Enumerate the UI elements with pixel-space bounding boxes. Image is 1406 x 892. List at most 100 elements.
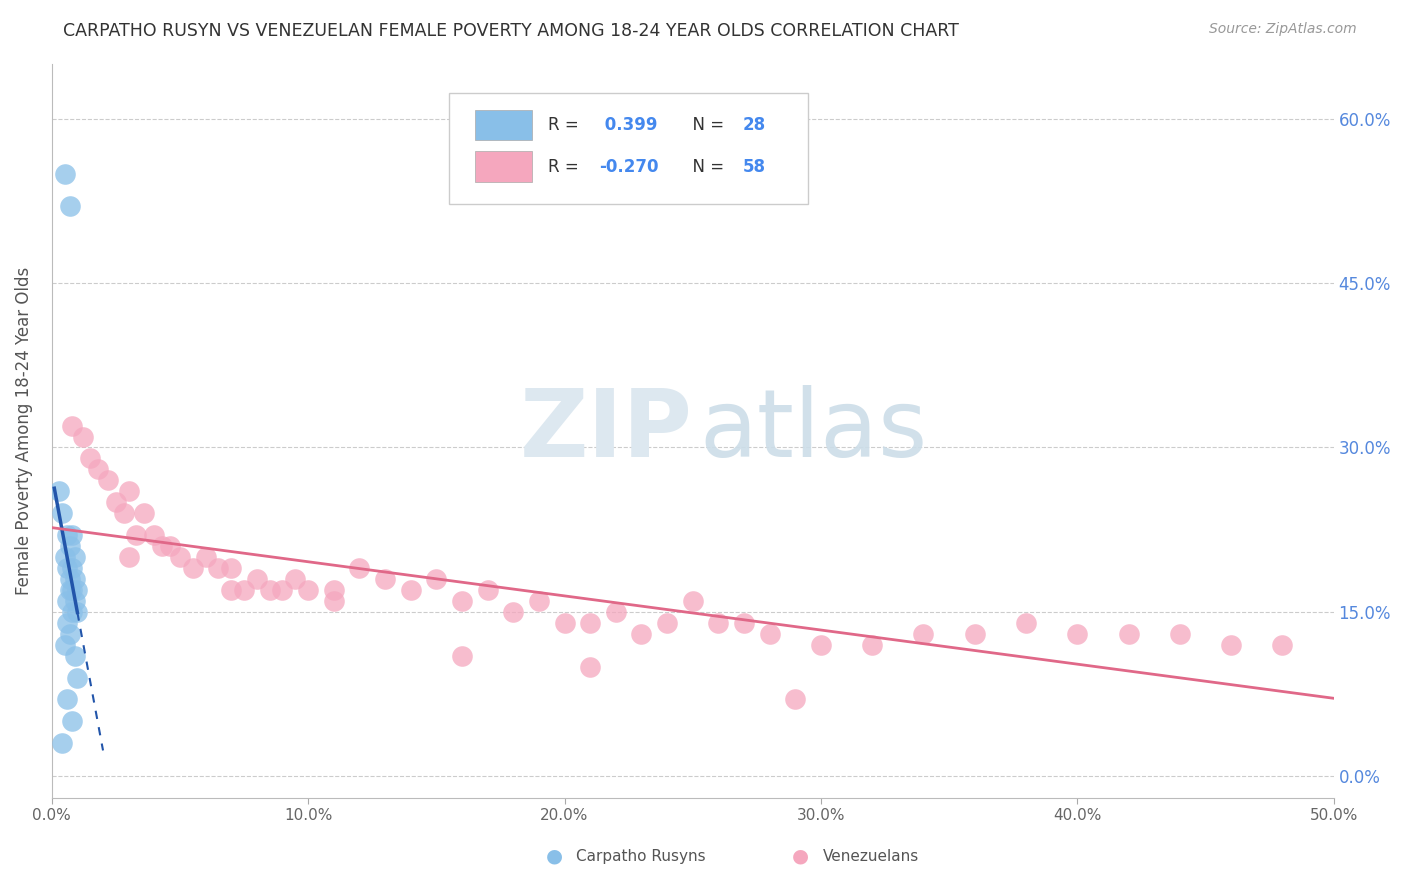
Point (132, 506, 155, 520)
Point (1271, 638, 1294, 652)
Text: CARPATHO RUSYN VS VENEZUELAN FEMALE POVERTY AMONG 18-24 YEAR OLDS CORRELATION CH: CARPATHO RUSYN VS VENEZUELAN FEMALE POVE… (63, 22, 959, 40)
Point (97, 474, 120, 488)
FancyBboxPatch shape (449, 94, 808, 203)
Point (79, 451, 101, 466)
Point (56, 594, 79, 608)
Point (758, 626, 780, 640)
Point (553, 615, 575, 630)
Text: N =: N = (682, 116, 730, 134)
Point (284, 572, 307, 586)
Point (271, 582, 294, 597)
Point (1168, 626, 1191, 640)
Text: R =: R = (548, 158, 583, 176)
Point (1220, 638, 1243, 652)
Text: 28: 28 (742, 116, 766, 134)
Point (579, 615, 602, 630)
Point (733, 615, 755, 630)
Point (425, 572, 447, 586)
Point (297, 582, 319, 597)
Point (125, 528, 148, 542)
Text: ●: ● (792, 847, 808, 866)
Point (477, 582, 499, 597)
Point (60, 605, 83, 619)
Point (118, 484, 141, 499)
Text: 58: 58 (742, 158, 766, 176)
Point (810, 638, 832, 652)
Text: ●: ● (546, 847, 562, 866)
Point (56, 692, 79, 706)
Point (181, 561, 204, 575)
Point (63, 648, 86, 663)
Point (60, 714, 83, 729)
Point (59, 626, 82, 640)
FancyBboxPatch shape (475, 110, 533, 140)
Point (322, 582, 344, 597)
Text: N =: N = (682, 158, 730, 176)
Point (59, 539, 82, 553)
Point (219, 561, 242, 575)
Point (259, 582, 281, 597)
Point (630, 626, 652, 640)
Point (66, 671, 89, 685)
Text: ZIP: ZIP (520, 385, 693, 477)
Point (53, 549, 76, 564)
Point (963, 626, 986, 640)
Point (194, 549, 217, 564)
Point (655, 615, 678, 630)
Point (605, 605, 627, 619)
Point (219, 582, 242, 597)
Point (87, 462, 110, 476)
Point (72, 429, 94, 443)
Point (63, 594, 86, 608)
Text: Source: ZipAtlas.com: Source: ZipAtlas.com (1209, 22, 1357, 37)
Point (59, 199, 82, 213)
Point (150, 539, 173, 553)
Point (451, 594, 474, 608)
Point (1066, 626, 1088, 640)
Point (143, 528, 166, 542)
Point (59, 572, 82, 586)
Point (169, 549, 191, 564)
Point (707, 615, 730, 630)
Point (682, 594, 704, 608)
Point (56, 528, 79, 542)
Point (63, 549, 86, 564)
Point (246, 572, 269, 586)
Point (785, 692, 807, 706)
Point (233, 582, 256, 597)
Point (51, 506, 73, 520)
Point (51, 736, 73, 750)
Point (374, 572, 396, 586)
Text: -0.270: -0.270 (599, 158, 658, 176)
Point (912, 626, 935, 640)
Text: Venezuelans: Venezuelans (823, 849, 918, 863)
Point (56, 615, 79, 630)
Y-axis label: Female Poverty Among 18-24 Year Olds: Female Poverty Among 18-24 Year Olds (15, 267, 32, 595)
Point (60, 582, 83, 597)
Point (53, 638, 76, 652)
Point (159, 539, 181, 553)
Point (399, 582, 422, 597)
Point (322, 594, 344, 608)
Point (66, 582, 89, 597)
Point (56, 561, 79, 575)
Point (527, 594, 550, 608)
Point (60, 418, 83, 433)
Point (207, 561, 229, 575)
Text: R =: R = (548, 116, 583, 134)
Point (1118, 626, 1140, 640)
Point (66, 605, 89, 619)
Point (579, 659, 602, 673)
Point (63, 572, 86, 586)
Point (1015, 615, 1038, 630)
Point (104, 495, 127, 509)
Point (451, 648, 474, 663)
Text: Carpatho Rusyns: Carpatho Rusyns (576, 849, 706, 863)
Point (53, 167, 76, 181)
Point (60, 561, 83, 575)
Point (118, 549, 141, 564)
FancyBboxPatch shape (475, 152, 533, 182)
Point (59, 582, 82, 597)
Point (48, 484, 70, 499)
Point (60, 528, 83, 542)
